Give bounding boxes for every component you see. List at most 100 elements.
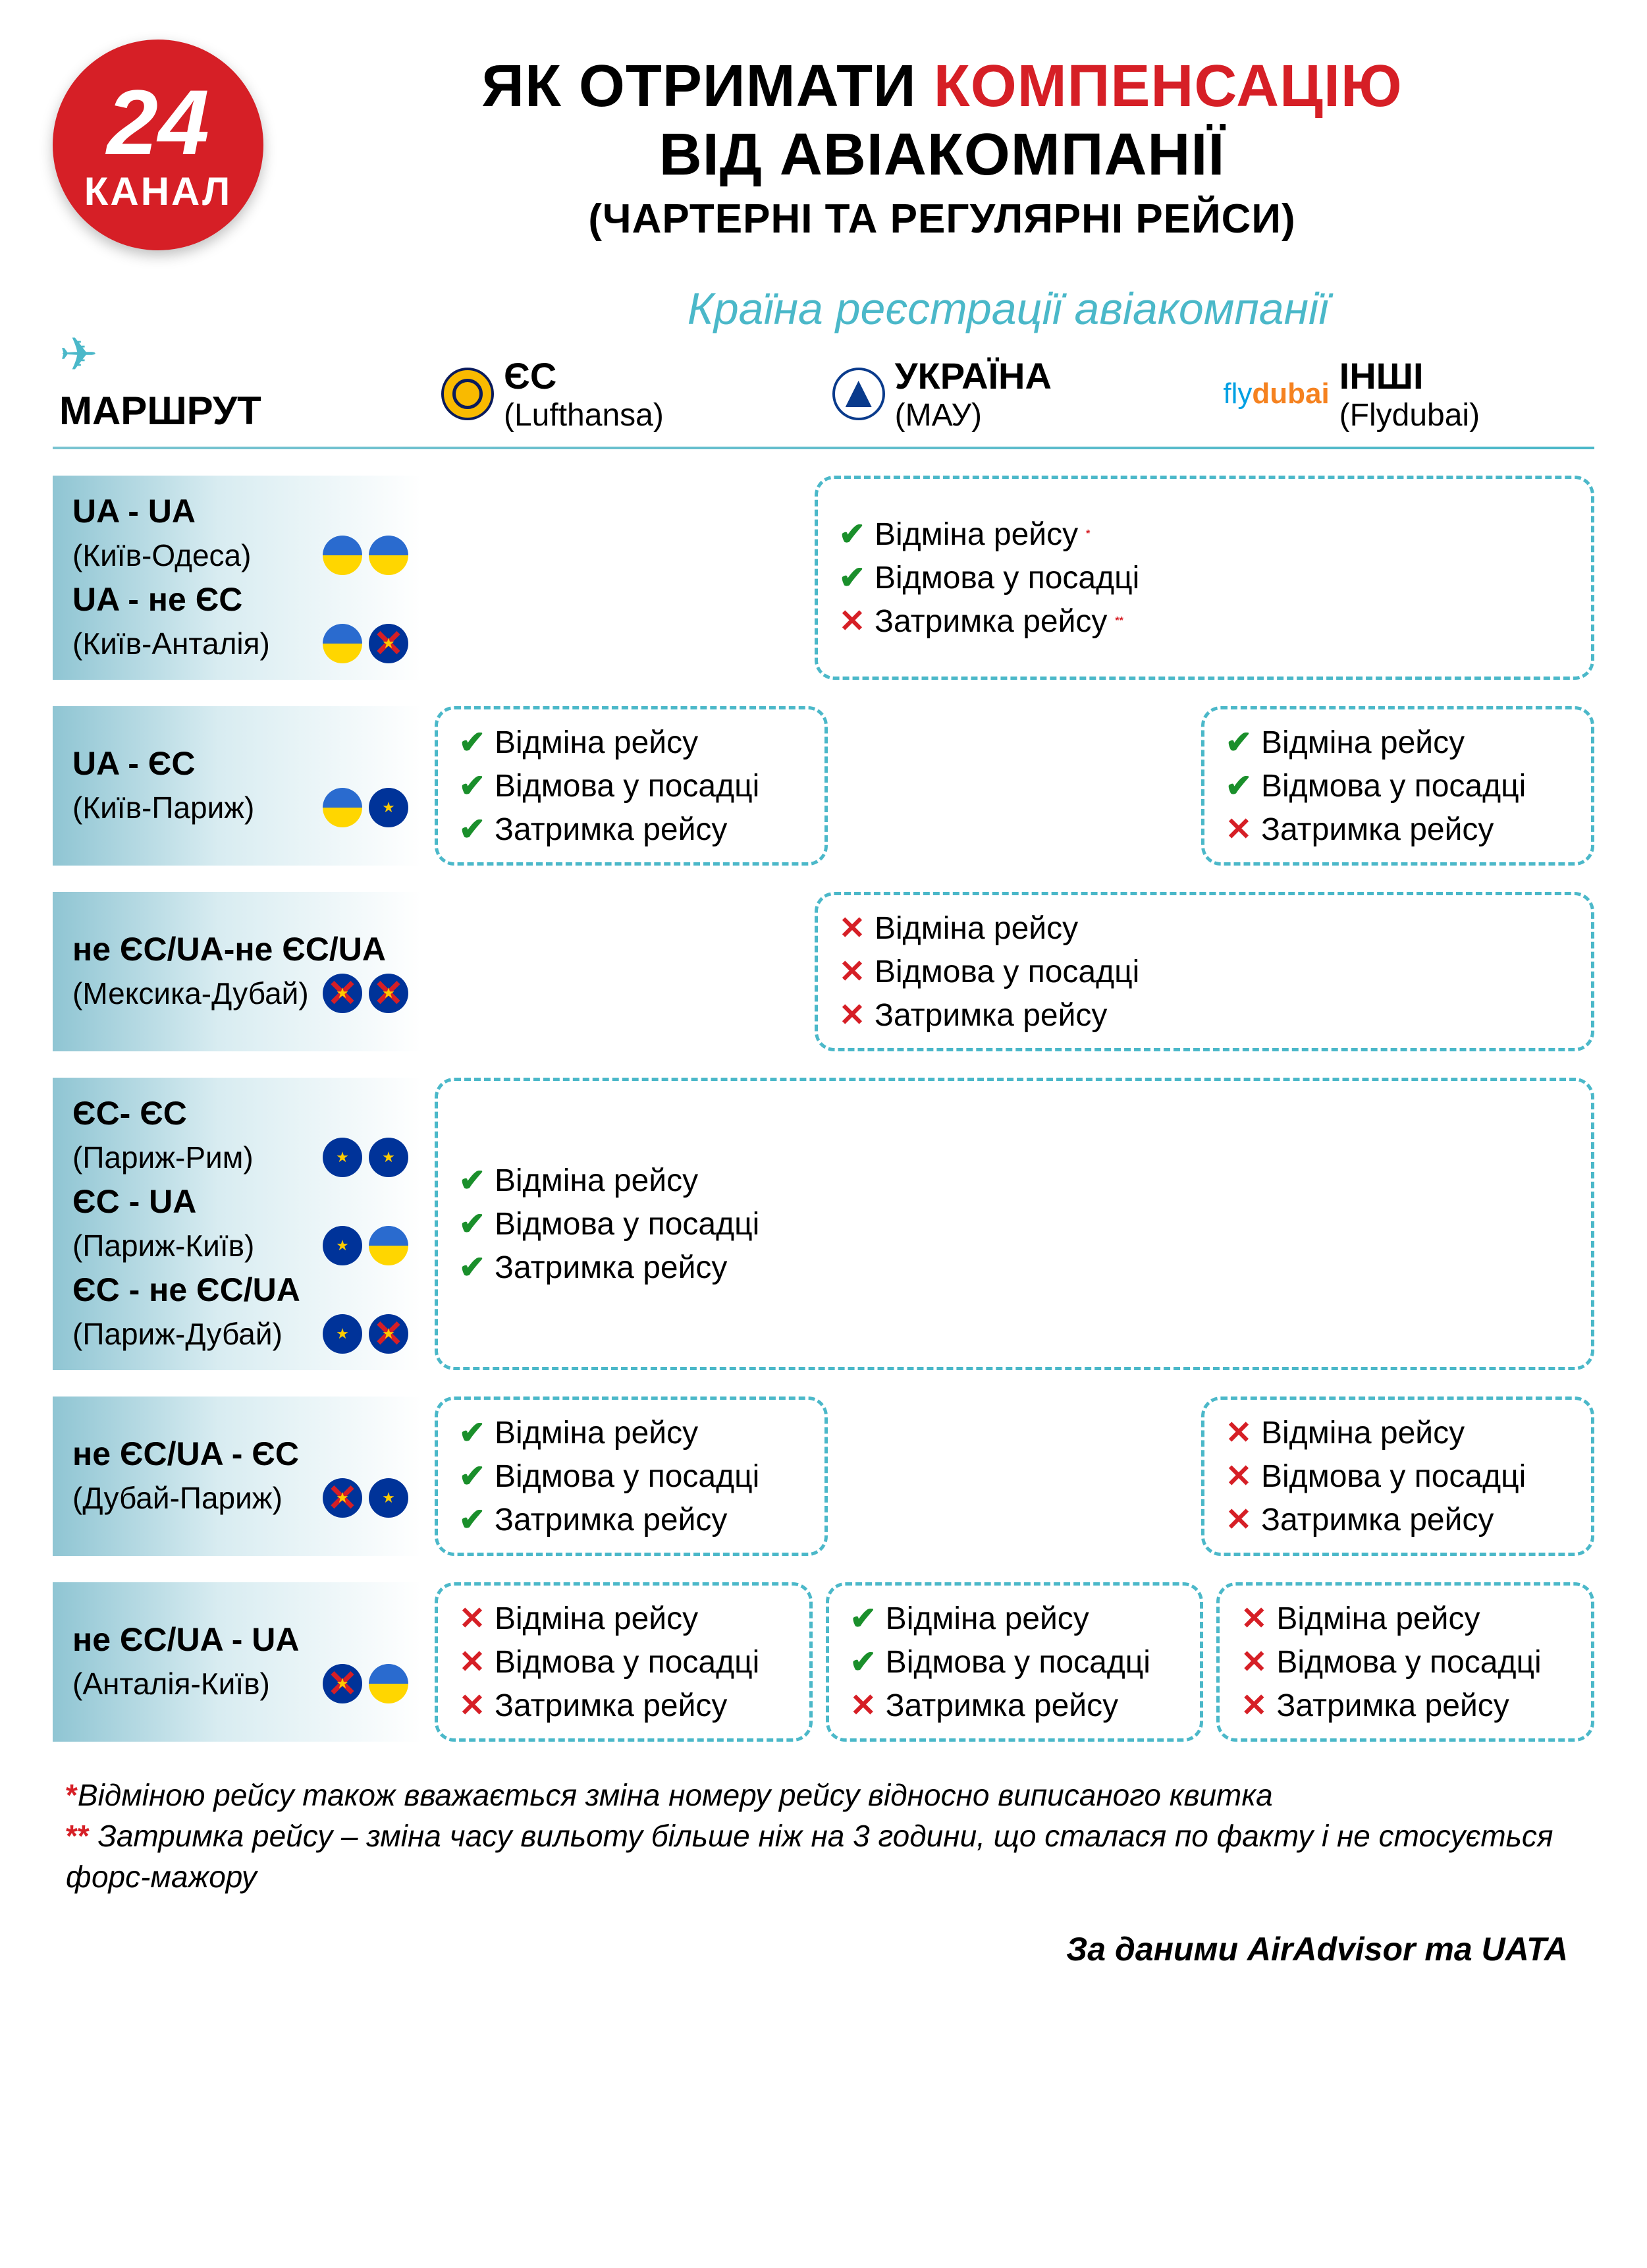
reason-item: ✔Відміна рейсу [458,724,805,761]
reason-item: ✕Затримка рейсу [1224,1501,1571,1538]
reason-item: ✔Затримка рейсу [458,1249,1571,1286]
compensation-cell: ✕Відміна рейсу✕Відмова у посадці✕Затримк… [1201,1397,1594,1556]
reason-item: ✔Відмова у посадці [458,1205,1571,1242]
reason-text: Затримка рейсу [495,1250,727,1286]
reason-item: ✔Затримка рейсу [458,811,805,848]
route-city: (Мексика-Дубай) [72,976,309,1011]
reason-text: Затримка рейсу [1276,1688,1509,1724]
flydubai-icon: flydubai [1223,377,1329,410]
cells-wrap: ✔Відміна рейсу✔Відмова у посадці✔Затримк… [435,1397,1594,1556]
col-ua-example: (МАУ) [895,397,982,433]
route-line: UA - ЄС [72,744,408,783]
compensation-cell: ✕Відміна рейсу✕Відмова у посадці✕Затримк… [1216,1582,1594,1742]
route-cell: ЄС- ЄС(Париж-Рим)ЄС - UA(Париж-Київ)ЄС -… [53,1078,421,1370]
reason-item: ✔Затримка рейсу [458,1501,805,1538]
cross-icon: ✕ [838,603,867,640]
check-icon: ✔ [458,811,487,848]
route-city: (Анталія-Київ) [72,1666,270,1701]
route-city-line: (Дубай-Париж) [72,1478,408,1518]
check-icon: ✔ [1224,724,1253,761]
cross-icon: ✕ [1239,1600,1268,1637]
reason-item: ✕Відміна рейсу [1239,1600,1571,1637]
route-code: UA - не ЄС [72,580,242,619]
table-row: не ЄС/UA - UA(Анталія-Київ)✕Відміна рейс… [53,1582,1594,1742]
route-city: (Київ-Париж) [72,790,254,825]
route-cell: UA - UA(Київ-Одеса)UA - не ЄС(Київ-Антал… [53,476,421,680]
route-city: (Париж-Дубай) [72,1316,283,1352]
route-cell: не ЄС/UA-не ЄС/UA (Мексика-Дубай) [53,892,421,1051]
check-icon: ✔ [458,1249,487,1286]
flag-crossed-icon [369,974,408,1013]
reason-text: Відміна рейсу [495,1415,698,1451]
reason-item: ✔Відміна рейсу* [838,516,1571,553]
check-icon: ✔ [458,1501,487,1538]
route-flags [323,536,408,575]
route-line: не ЄС/UA - UA [72,1620,408,1659]
reason-text: Відміна рейсу [886,1601,1089,1637]
check-icon: ✔ [458,1162,487,1199]
flag-ua-icon [369,536,408,575]
check-icon: ✔ [458,1458,487,1495]
table-row: ЄС- ЄС(Париж-Рим)ЄС - UA(Париж-Київ)ЄС -… [53,1078,1594,1370]
title-line-2: ВІД АВІАКОМПАНІЇ [290,121,1594,190]
route-cell: UA - ЄС (Київ-Париж) [53,706,421,866]
route-code: не ЄС/UA-не ЄС/UA [72,930,386,968]
route-flags [323,788,408,827]
compensation-cell: ✔Відміна рейсу✔Відмова у посадці✔Затримк… [435,1078,1594,1370]
check-icon: ✔ [849,1644,878,1680]
col-ua-name: УКРАЇНА [895,354,1052,397]
reason-text: Затримка рейсу [875,603,1107,640]
credit: За даними AirAdvisor та UATA [53,1930,1594,1968]
cross-icon: ✕ [1239,1644,1268,1680]
compensation-cell: ✔Відміна рейсу*✔Відмова у посадці✕Затрим… [815,476,1594,680]
reason-item: ✔Відмова у посадці [849,1644,1181,1680]
cross-icon: ✕ [849,1687,878,1724]
cross-icon: ✕ [838,910,867,947]
reason-text: Відмова у посадці [495,1644,759,1680]
reason-item: ✕Затримка рейсу** [838,603,1571,640]
flag-ua-icon [323,788,362,827]
compensation-cell: ✕Відміна рейсу✕Відмова у посадці✕Затримк… [435,1582,813,1742]
route-line: ЄС - UA [72,1182,408,1221]
col-other-name: ІНШІ [1339,354,1424,397]
reason-text: Відмова у посадці [886,1644,1150,1680]
footnotes: *Відміною рейсу також вважається зміна н… [53,1775,1594,1897]
empty-cell [841,1397,1188,1556]
reason-text: Відміна рейсу [495,725,698,761]
logo-word: КАНАЛ [84,169,232,214]
column-headers: ✈ МАРШРУТ Країна реєстрації авіакомпанії… [53,283,1594,433]
route-code: UA - ЄС [72,744,195,783]
flag-ua-icon [323,536,362,575]
route-flags [323,624,408,663]
check-icon: ✔ [458,724,487,761]
reason-text: Відмова у посадці [1276,1644,1541,1680]
flag-eu-icon [323,1314,362,1354]
reason-text: Затримка рейсу [1261,1502,1494,1538]
airline-headers: Країна реєстрації авіакомпанії ЄС (Lufth… [421,283,1594,433]
reason-text: Відміна рейсу [495,1163,698,1199]
reason-text: Затримка рейсу [886,1688,1118,1724]
route-flags [323,1664,408,1703]
reason-item: ✕Затримка рейсу [1239,1687,1571,1724]
flag-eu-icon [369,788,408,827]
route-line: не ЄС/UA - ЄС [72,1435,408,1473]
flag-crossed-icon [369,624,408,663]
title-part-1: ЯК ОТРИМАТИ [481,53,933,119]
flag-ua-icon [369,1226,408,1265]
reason-text: Затримка рейсу [1261,812,1494,848]
flag-crossed-icon [323,1664,362,1703]
title-block: ЯК ОТРИМАТИ КОМПЕНСАЦІЮ ВІД АВІАКОМПАНІЇ… [290,40,1594,242]
reason-item: ✕Затримка рейсу [838,997,1571,1034]
reason-item: ✕Відмова у посадці [458,1644,790,1680]
reason-item: ✔Відміна рейсу [849,1600,1181,1637]
route-flags [323,1226,408,1265]
logo-number: 24 [107,76,209,169]
route-city-line: (Париж-Київ) [72,1226,408,1265]
reason-item: ✕Відміна рейсу [1224,1414,1571,1451]
reason-text: Відмова у посадці [875,954,1139,990]
reason-text: Відмова у посадці [875,560,1139,596]
cross-icon: ✕ [1224,1501,1253,1538]
compensation-cell: ✔Відміна рейсу✔Відмова у посадці✔Затримк… [435,706,828,866]
route-line: ЄС - не ЄС/UA [72,1271,408,1309]
check-icon: ✔ [838,516,867,553]
